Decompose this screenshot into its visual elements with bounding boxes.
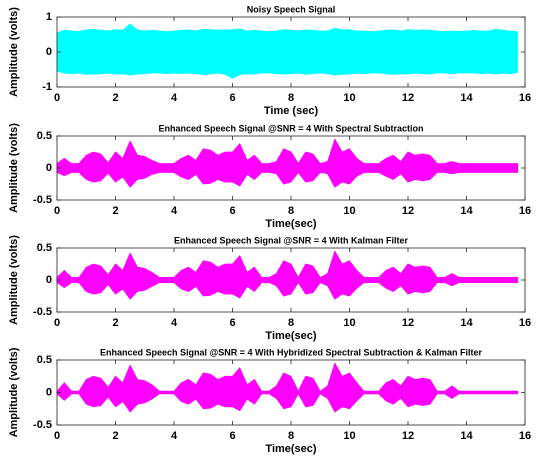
y-tick-label: -1 <box>42 81 52 93</box>
waveform-area <box>56 167 519 188</box>
x-tick-label: 0 <box>54 92 60 104</box>
y-tick-label: -0.5 <box>33 194 52 206</box>
x-axis-label: Time (sec) <box>264 105 319 117</box>
x-tick-label: 6 <box>229 430 235 442</box>
x-tick-label: 2 <box>112 317 118 329</box>
x-tick-label: 16 <box>519 317 531 329</box>
x-tick-label: 12 <box>402 430 414 442</box>
chart-title: Noisy Speech Signal <box>247 4 336 14</box>
x-tick-label: 12 <box>402 205 414 217</box>
y-tick-label: 0 <box>46 46 52 58</box>
chart-title: Enhanced Speech Signal @SNR = 4 With Hyb… <box>100 347 483 357</box>
x-tick-label: 0 <box>54 205 60 217</box>
x-tick-label: 4 <box>171 205 178 217</box>
x-tick-label: 14 <box>460 205 473 217</box>
x-tick-label: 0 <box>54 317 60 329</box>
y-tick-label: 0 <box>46 386 52 398</box>
chart-title: Enhanced Speech Signal @SNR = 4 With Kal… <box>174 235 408 245</box>
x-tick-label: 16 <box>519 92 531 104</box>
y-axis-label: Amplitude (volts) <box>8 347 20 437</box>
x-axis-label: Time(sec) <box>265 330 316 342</box>
y-tick-label: 0 <box>46 274 52 286</box>
y-axis-label: Amplitude (volts) <box>8 123 20 213</box>
x-tick-label: 2 <box>112 92 118 104</box>
y-axis-label: Amplitude (volts) <box>8 7 20 97</box>
x-tick-label: 14 <box>460 430 473 442</box>
y-tick-label: 0.5 <box>37 242 52 254</box>
x-tick-label: 4 <box>171 92 178 104</box>
y-tick-label: 1 <box>46 11 52 23</box>
x-tick-label: 4 <box>171 317 178 329</box>
y-tick-label: 0 <box>46 162 52 174</box>
x-tick-label: 10 <box>343 430 355 442</box>
x-tick-label: 6 <box>229 92 235 104</box>
x-tick-label: 10 <box>343 92 355 104</box>
waveform-area <box>56 51 519 79</box>
y-tick-label: 0.5 <box>37 130 52 142</box>
x-tick-label: 10 <box>343 205 355 217</box>
waveform-area <box>56 250 519 281</box>
x-tick-label: 0 <box>54 430 60 442</box>
waveform-area <box>56 279 519 300</box>
x-tick-label: 8 <box>288 92 294 104</box>
x-axis-label: Time(sec) <box>265 218 316 230</box>
x-tick-label: 8 <box>288 430 294 442</box>
x-tick-label: 2 <box>112 205 118 217</box>
x-tick-label: 16 <box>519 430 531 442</box>
x-tick-label: 14 <box>460 92 473 104</box>
y-tick-label: -0.5 <box>33 419 52 431</box>
x-tick-label: 10 <box>343 317 355 329</box>
x-tick-label: 12 <box>402 317 414 329</box>
x-tick-label: 12 <box>402 92 414 104</box>
x-tick-label: 6 <box>229 205 235 217</box>
waveform-area <box>56 23 519 53</box>
y-tick-label: -0.5 <box>33 306 52 318</box>
y-tick-label: 0.5 <box>37 354 52 366</box>
x-tick-label: 8 <box>288 317 294 329</box>
x-tick-label: 4 <box>171 430 178 442</box>
waveform-area <box>56 392 519 413</box>
x-tick-label: 16 <box>519 205 531 217</box>
chart-title: Enhanced Speech Signal @SNR = 4 With Spe… <box>159 123 424 133</box>
waveform-area <box>56 138 519 169</box>
x-tick-label: 6 <box>229 317 235 329</box>
x-tick-label: 2 <box>112 430 118 442</box>
x-axis-label: Time(sec) <box>265 443 316 455</box>
y-axis-label: Amplitude (volts) <box>8 235 20 325</box>
x-tick-label: 8 <box>288 205 294 217</box>
waveform-area <box>56 362 519 393</box>
x-tick-label: 14 <box>460 317 473 329</box>
